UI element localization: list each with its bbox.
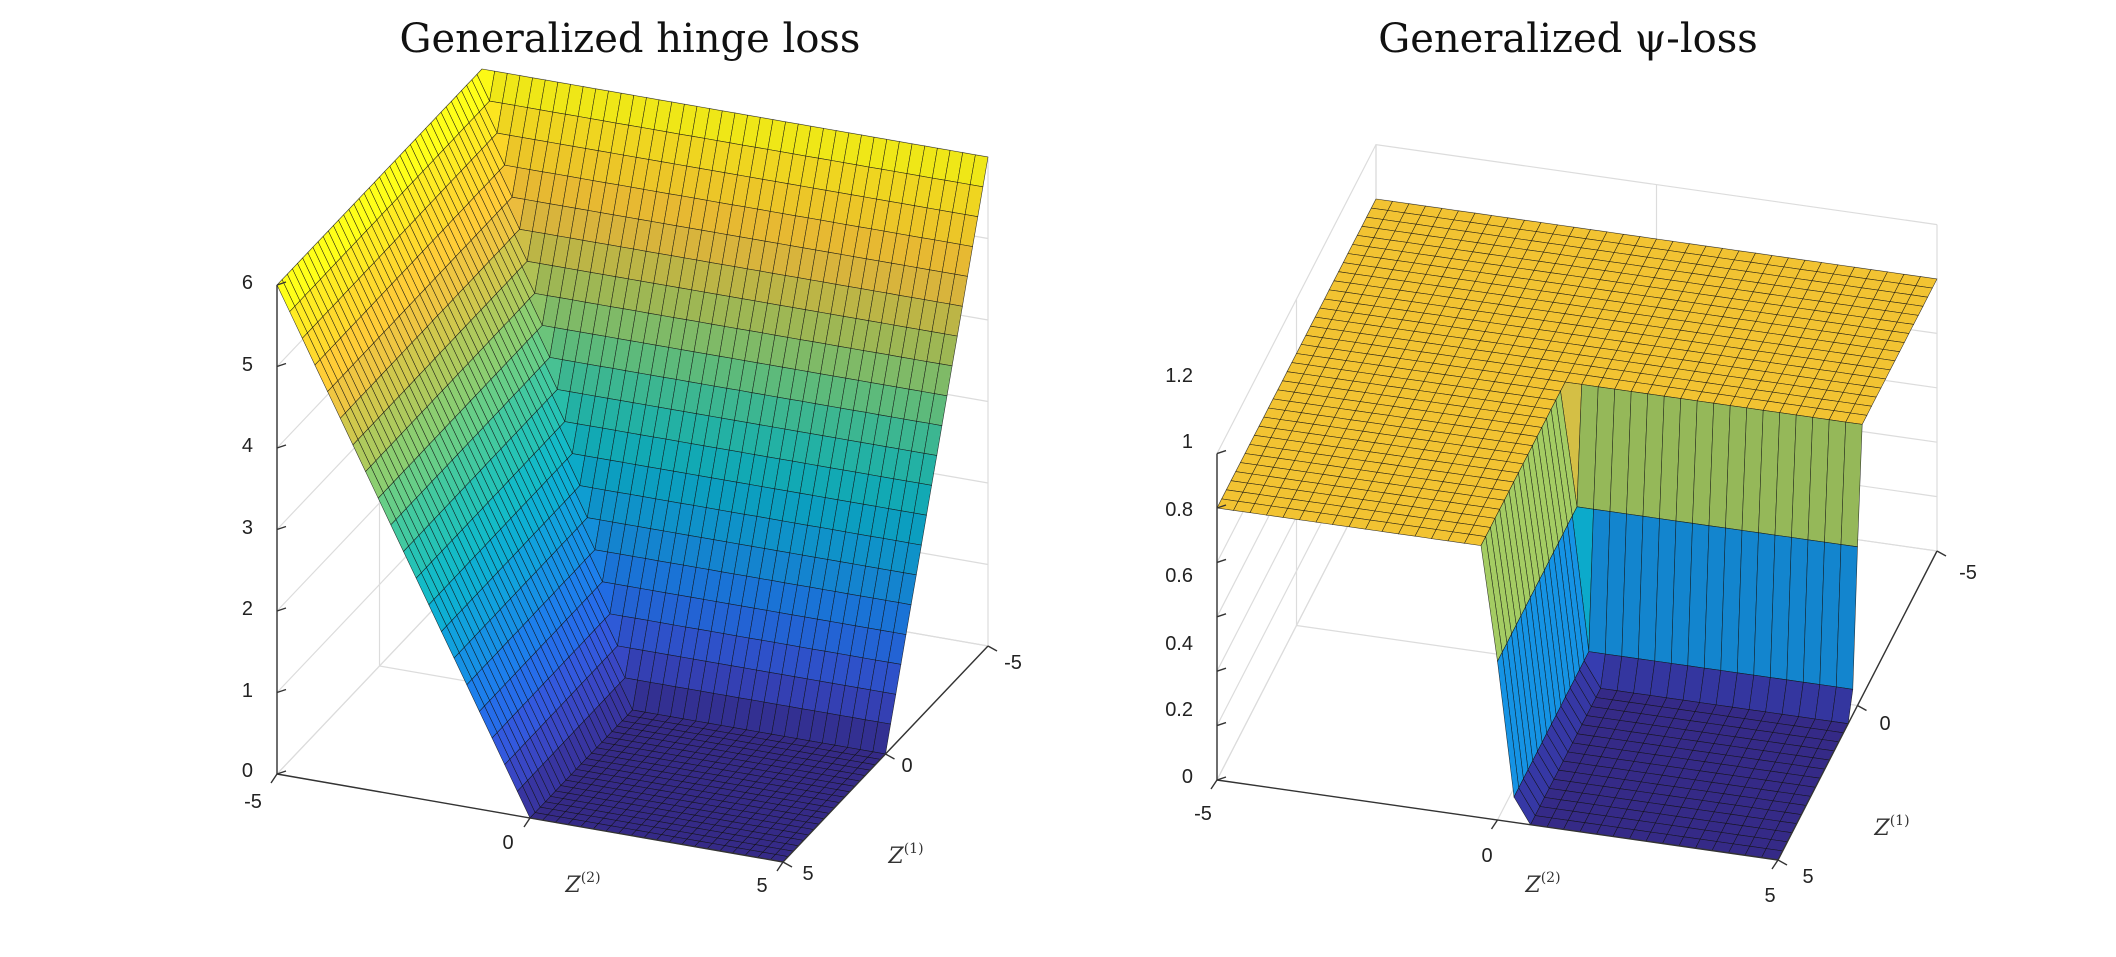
x-tick-label: -5 — [1004, 652, 1022, 674]
z-tick — [276, 281, 287, 286]
z-tick — [1216, 776, 1227, 781]
z-tick-labels: 1.2 1 0.8 0.6 0.4 0.2 0 — [1165, 365, 1193, 788]
z-tick — [276, 444, 287, 449]
z-tick — [276, 362, 287, 368]
z-tick-label: 0.6 — [1165, 565, 1193, 587]
y-tick — [776, 861, 784, 872]
x-tick-label: 5 — [802, 863, 813, 885]
y-tick-label: -5 — [1194, 803, 1212, 825]
z-tick — [1216, 667, 1227, 672]
y-tick-labels: -5 0 5 — [244, 791, 767, 897]
z-tick-label: 2 — [242, 598, 253, 620]
x-tick — [1936, 550, 1947, 557]
y-tick — [1490, 819, 1499, 830]
z-tick — [1216, 449, 1227, 455]
y-tick — [1210, 779, 1218, 790]
y-tick — [270, 773, 278, 784]
surface-mesh — [276, 68, 989, 863]
z-tick — [1216, 613, 1227, 618]
z-tick-label: 0.8 — [1165, 499, 1193, 521]
z-tick-label: 4 — [242, 435, 253, 457]
y-tick — [523, 817, 531, 828]
x-tick-labels: -5 0 5 — [1802, 562, 1976, 888]
z-tick-label: 1.2 — [1165, 365, 1193, 387]
chart-title: Generalized hinge loss — [400, 16, 861, 62]
x-tick — [1857, 704, 1867, 712]
y-tick — [1771, 859, 1779, 870]
x-tick-label: 5 — [1802, 866, 1813, 888]
y-tick-label: 0 — [1481, 845, 1492, 867]
z-tick — [1216, 504, 1227, 509]
y-tick-label: -5 — [244, 791, 262, 813]
z-tick-label: 1 — [242, 680, 253, 702]
z-tick — [1216, 721, 1227, 727]
y-tick-label: 5 — [756, 875, 767, 897]
z-tick — [276, 688, 287, 694]
chart-title: Generalized ψ-loss — [1378, 16, 1758, 62]
y-axis-label: Z(2) — [564, 870, 600, 898]
z-tick-label: 0.4 — [1165, 633, 1193, 655]
axes-box — [1210, 449, 1947, 870]
x-tick-label: 0 — [901, 755, 912, 777]
z-tick-label: 5 — [242, 354, 253, 376]
y-tick-label: 0 — [502, 832, 513, 854]
z-tick-label: 0.2 — [1165, 699, 1193, 721]
x-tick-label: 0 — [1879, 713, 1890, 735]
z-tick — [276, 525, 287, 531]
x-tick — [987, 645, 998, 652]
axes-box — [270, 281, 998, 872]
z-tick-labels: 6 5 4 3 2 1 0 — [242, 272, 253, 782]
z-tick-label: 3 — [242, 517, 253, 539]
x-axis-label: Z(1) — [1873, 813, 1909, 841]
psi-loss-plot: Generalized ψ-loss 1.2 1 0.8 0.6 0.4 0.2… — [1165, 16, 1977, 907]
x-axis-label: Z(1) — [887, 841, 923, 869]
surface-mesh — [1216, 198, 1938, 861]
z-tick-label: 0 — [242, 760, 253, 782]
x-tick — [1777, 859, 1788, 866]
x-tick-label: -5 — [1959, 562, 1977, 584]
z-tick — [276, 770, 287, 775]
z-tick-label: 6 — [242, 272, 253, 294]
x-tick — [782, 861, 793, 868]
x-tick-labels: -5 0 5 — [802, 652, 1021, 885]
y-axis-label: Z(2) — [1524, 870, 1560, 898]
x-tick — [885, 753, 895, 760]
z-tick-label: 0 — [1182, 766, 1193, 788]
y-tick-label: 5 — [1764, 885, 1775, 907]
z-tick — [1216, 558, 1227, 564]
hinge-loss-plot: Generalized hinge loss 6 5 4 3 2 1 0 -5 … — [242, 16, 1022, 898]
z-tick — [276, 607, 287, 612]
y-tick-labels: -5 0 5 — [1194, 803, 1775, 907]
z-tick-label: 1 — [1182, 431, 1193, 453]
